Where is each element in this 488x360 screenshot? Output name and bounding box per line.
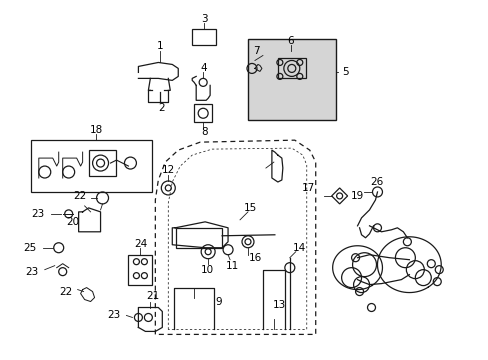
Text: 15: 15	[243, 203, 256, 213]
Text: 8: 8	[201, 127, 207, 137]
Text: 1: 1	[157, 41, 163, 50]
Text: 23: 23	[31, 209, 45, 219]
Text: 17: 17	[301, 183, 314, 193]
Text: 19: 19	[350, 191, 364, 201]
Text: 13: 13	[273, 300, 286, 310]
Text: 18: 18	[90, 125, 103, 135]
Text: 21: 21	[146, 291, 160, 301]
Text: 20: 20	[66, 217, 79, 227]
Bar	[247, 39, 335, 120]
Bar	[88, 150, 116, 176]
Text: 23: 23	[25, 267, 39, 276]
Text: 24: 24	[134, 239, 147, 249]
Text: 6: 6	[287, 36, 293, 46]
Text: 23: 23	[107, 310, 120, 320]
Text: 26: 26	[369, 177, 382, 187]
Text: 22: 22	[73, 191, 86, 201]
Text: 3: 3	[201, 14, 207, 24]
Text: 14: 14	[293, 243, 306, 253]
Bar	[31, 140, 152, 192]
Text: 10: 10	[200, 265, 213, 275]
Text: 7: 7	[252, 45, 259, 55]
Text: 25: 25	[23, 243, 37, 253]
Text: 12: 12	[162, 165, 175, 175]
Bar	[128, 255, 152, 285]
Text: 2: 2	[158, 103, 164, 113]
Text: 9: 9	[215, 297, 221, 306]
Text: 11: 11	[225, 261, 238, 271]
Text: 22: 22	[60, 287, 73, 297]
Bar	[277, 58, 305, 78]
Bar	[194, 104, 212, 122]
Bar	[176, 228, 222, 248]
Text: 5: 5	[342, 67, 348, 77]
Text: 16: 16	[248, 253, 261, 263]
Bar	[192, 28, 216, 45]
Text: 4: 4	[201, 63, 207, 73]
